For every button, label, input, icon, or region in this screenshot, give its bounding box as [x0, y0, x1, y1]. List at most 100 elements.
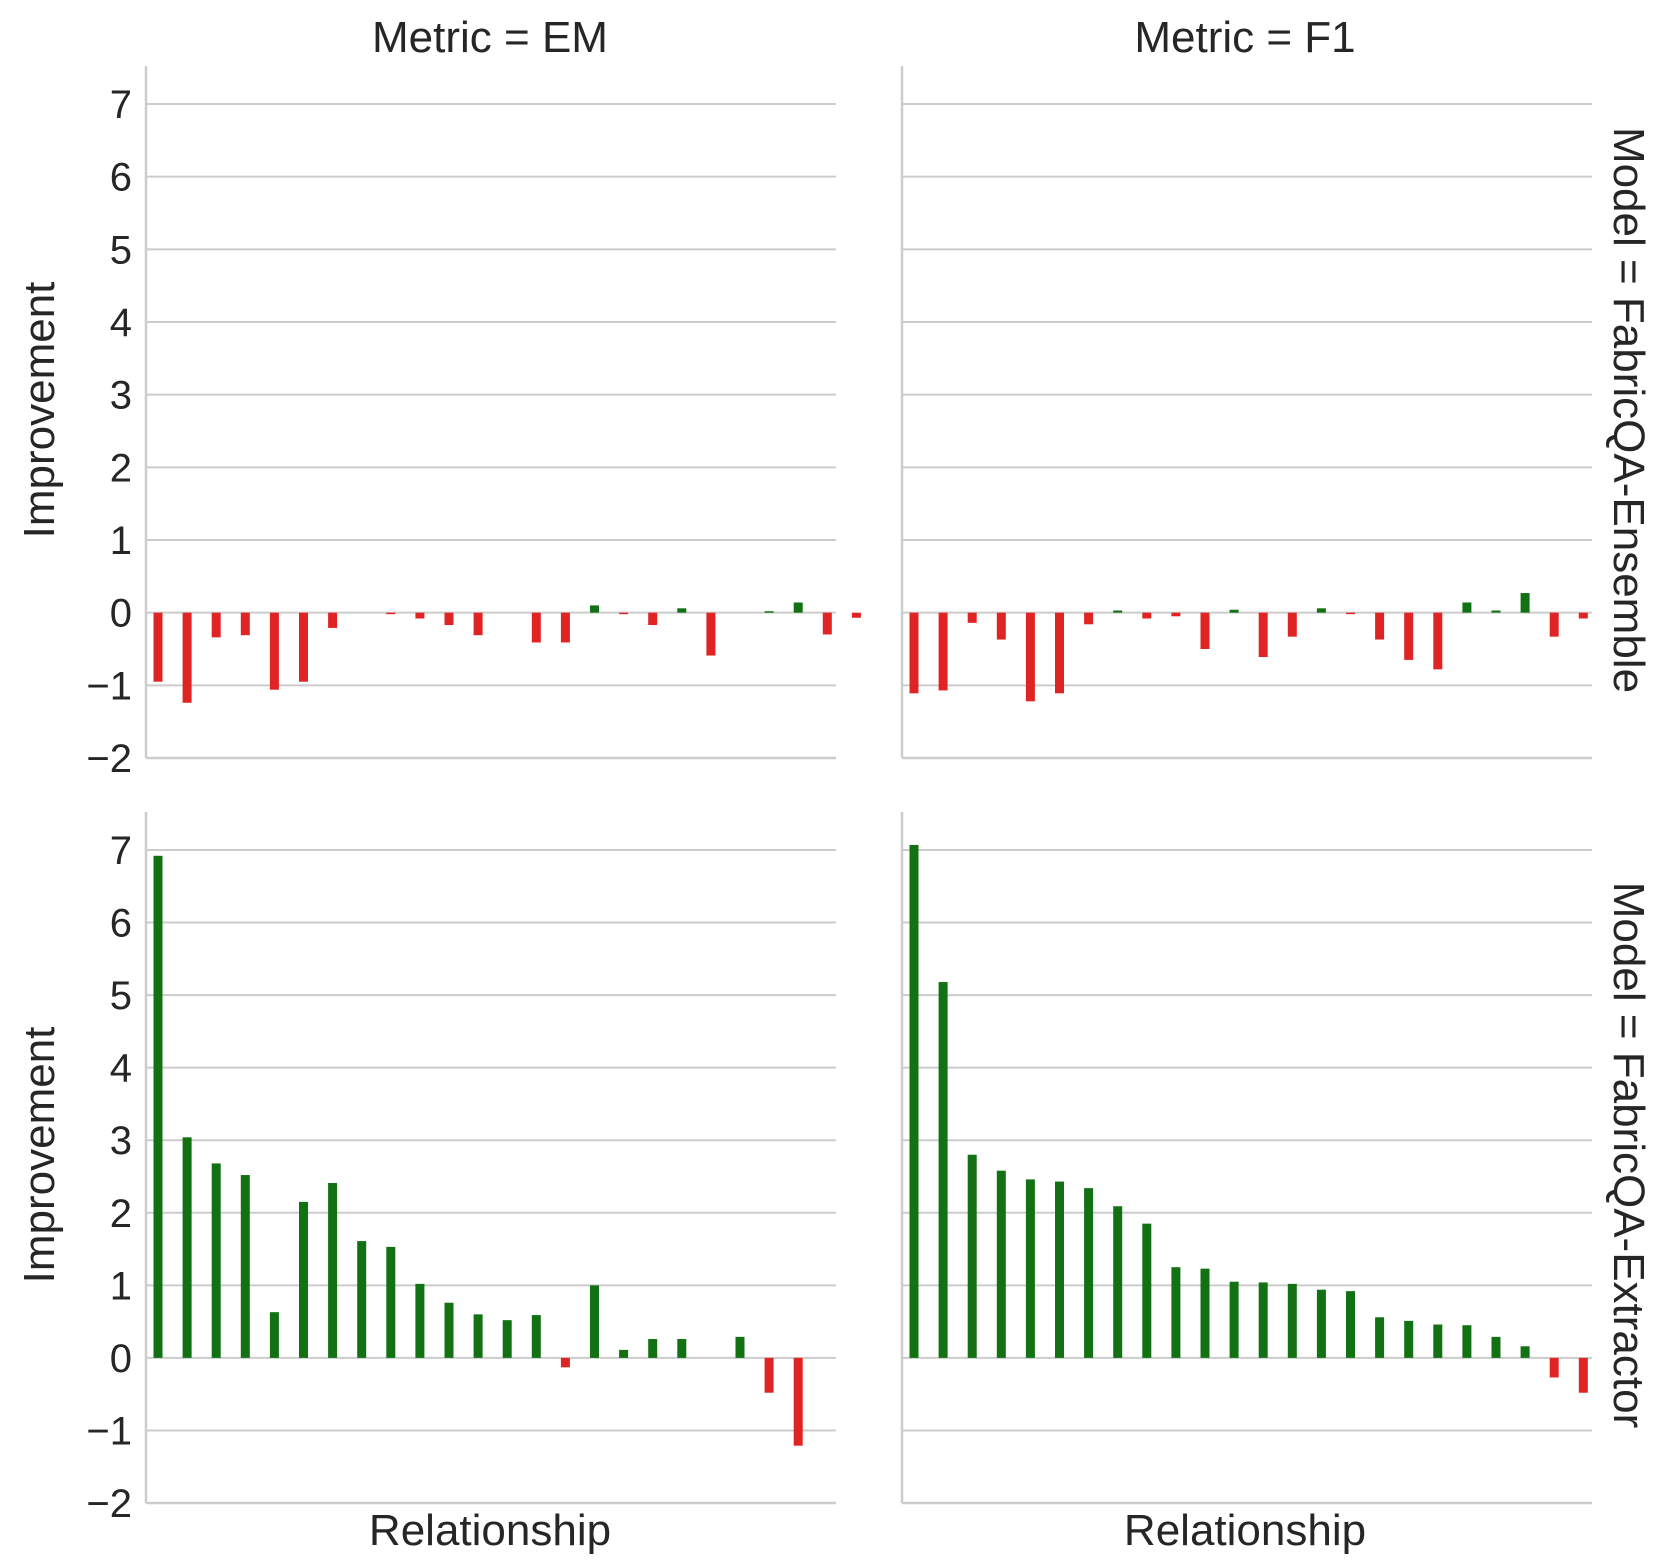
col-title-em: Metric = EM	[372, 13, 608, 62]
bar	[1316, 608, 1326, 613]
bar	[1171, 1267, 1181, 1358]
bar	[793, 1357, 803, 1446]
bar	[677, 1339, 687, 1358]
bar	[415, 1283, 425, 1358]
y-tick-label: 3	[110, 374, 132, 418]
bar	[648, 1339, 658, 1358]
bar	[1462, 602, 1472, 613]
bar	[793, 602, 803, 613]
bar	[1025, 1179, 1035, 1358]
bar	[590, 1285, 599, 1358]
bar	[1316, 1289, 1326, 1358]
bar	[153, 855, 163, 1358]
x-axis-label-f1: Relationship	[1124, 1506, 1366, 1555]
bar	[153, 612, 163, 682]
bar	[560, 1357, 570, 1368]
bar	[386, 612, 396, 615]
bar	[1113, 610, 1123, 613]
bar	[764, 611, 774, 613]
bar	[1025, 612, 1035, 702]
y-tick-label: 0	[110, 592, 132, 636]
y-tick-label: 6	[110, 902, 132, 946]
bar	[328, 612, 338, 628]
col-title-f1: Metric = F1	[1134, 13, 1355, 62]
bar	[938, 612, 948, 691]
bar	[1375, 612, 1385, 640]
bar	[415, 612, 425, 619]
bar	[1520, 593, 1530, 613]
bar	[851, 612, 861, 618]
bar	[1433, 612, 1443, 670]
bar	[1200, 1268, 1210, 1358]
panel-1: −2 −1 0 1 2 3 4 5 6 7	[86, 66, 861, 781]
bar	[1258, 1282, 1268, 1358]
bar	[328, 1183, 338, 1358]
bar	[1229, 609, 1239, 613]
bar	[211, 1163, 221, 1358]
bar	[996, 1170, 1006, 1358]
bar	[1287, 612, 1297, 637]
y-tick-label: 4	[110, 301, 132, 345]
bar	[1258, 612, 1268, 657]
bar	[1084, 612, 1094, 625]
bar	[473, 612, 483, 636]
bar	[1055, 1181, 1064, 1358]
bar	[1491, 610, 1501, 613]
bar	[764, 1357, 774, 1393]
bar	[1491, 1336, 1501, 1358]
bar	[996, 612, 1006, 640]
bar	[1287, 1283, 1297, 1358]
bar	[299, 612, 308, 682]
bar	[269, 612, 279, 690]
y-tick-label: 6	[110, 156, 132, 200]
bar	[1113, 1206, 1123, 1358]
y-tick-label: 7	[110, 83, 132, 127]
bar	[1142, 612, 1152, 619]
bar	[1229, 1281, 1239, 1358]
bar	[299, 1201, 308, 1358]
y-axis-label-top: Improvement	[15, 282, 64, 539]
y-tick-label: 5	[110, 228, 132, 272]
bar	[1549, 612, 1559, 637]
bar	[619, 1349, 629, 1358]
bar	[444, 612, 454, 626]
bar	[909, 844, 919, 1358]
bar	[1404, 612, 1414, 660]
y-tick-label: −2	[86, 1482, 132, 1526]
bar	[531, 1315, 541, 1358]
x-axis-label-em: Relationship	[369, 1506, 611, 1555]
bar	[240, 1175, 250, 1358]
bar	[1462, 1325, 1472, 1358]
bar	[1404, 1320, 1414, 1358]
bar	[182, 612, 192, 703]
y-tick-label: 2	[110, 1192, 132, 1236]
bar	[1084, 1188, 1094, 1358]
panel-4	[900, 812, 1592, 1505]
y-tick-label: 5	[110, 974, 132, 1018]
bar	[735, 1336, 745, 1358]
y-axis-label-bottom: Improvement	[15, 1027, 64, 1284]
bar	[648, 612, 658, 626]
bar	[1375, 1317, 1385, 1358]
bar	[1171, 612, 1181, 617]
bar	[560, 612, 570, 643]
bar	[938, 982, 948, 1358]
y-tick-label: −2	[86, 737, 132, 781]
y-tick-label: 4	[110, 1047, 132, 1091]
bar	[1055, 612, 1064, 694]
bar	[619, 612, 629, 615]
bar	[909, 612, 919, 694]
y-tick-label: 3	[110, 1119, 132, 1163]
y-tick-label: 1	[110, 1264, 132, 1308]
bar	[502, 1320, 512, 1358]
y-tick-label: 7	[110, 829, 132, 873]
bar	[240, 612, 250, 636]
bar	[1433, 1324, 1443, 1358]
bar	[386, 1246, 396, 1358]
bar	[1200, 612, 1210, 649]
bar	[444, 1302, 454, 1358]
bar	[211, 612, 221, 638]
bar	[182, 1137, 192, 1358]
bar	[706, 612, 716, 656]
